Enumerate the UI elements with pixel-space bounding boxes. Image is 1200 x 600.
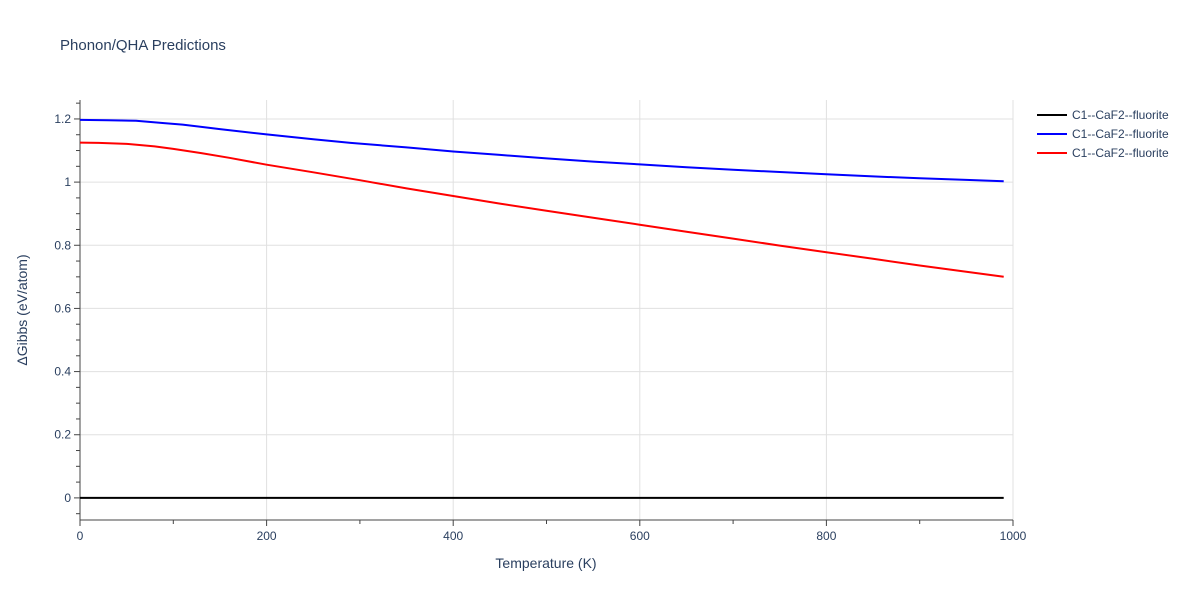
series-line-2 — [79, 118, 1004, 183]
series-line-3 — [79, 141, 1004, 278]
y-tick-label: 0.8 — [54, 238, 71, 252]
y-tick-label: 0.6 — [54, 301, 71, 315]
axes: 0 200 400 600 800 1000 0 0.2 0.4 0.6 0.8 1 1.2 — [54, 100, 1027, 543]
y-tick-label: 1.2 — [54, 112, 71, 126]
legend-label: C1--CaF2--fluorite — [1072, 108, 1169, 122]
legend-item-2[interactable]: C1--CaF2--fluorite — [1037, 127, 1169, 141]
x-tick-label: 0 — [77, 529, 84, 543]
y-tick-label: 0.2 — [54, 428, 71, 442]
grid — [80, 100, 1014, 520]
legend-item-3[interactable]: C1--CaF2--fluorite — [1037, 146, 1169, 160]
legend-item-1[interactable]: C1--CaF2--fluorite — [1037, 108, 1169, 122]
x-axis-title: Temperature (K) — [495, 555, 596, 571]
x-tick-label: 600 — [630, 529, 650, 543]
x-tick-label: 400 — [443, 529, 463, 543]
series-lines — [79, 118, 1004, 499]
y-tick-label: 1 — [64, 175, 71, 189]
x-tick-label: 200 — [257, 529, 277, 543]
legend-label: C1--CaF2--fluorite — [1072, 146, 1169, 160]
y-axis-title: ΔGibbs (eV/atom) — [14, 254, 30, 365]
x-tick-label: 800 — [816, 529, 836, 543]
y-tick-label: 0.4 — [54, 365, 71, 379]
y-tick-label: 0 — [64, 491, 71, 505]
legend[interactable]: C1--CaF2--fluorite C1--CaF2--fluorite C1--… — [1037, 108, 1169, 160]
legend-label: C1--CaF2--fluorite — [1072, 127, 1169, 141]
x-tick-label: 1000 — [1000, 529, 1027, 543]
chart-title: Phonon/QHA Predictions — [60, 37, 226, 54]
